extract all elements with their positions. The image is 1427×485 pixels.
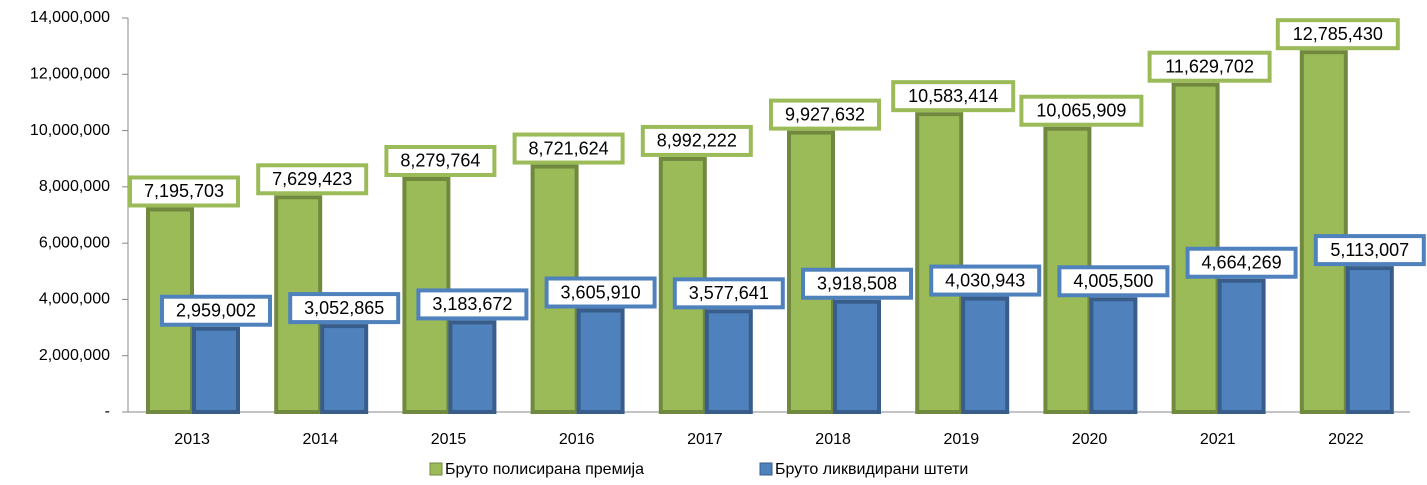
data-label: 3,577,641 [689,283,769,303]
legend-label: Бруто ликвидирани штети [775,461,968,478]
label-box [384,144,497,177]
bar [915,112,964,414]
data-label: 8,721,624 [529,138,609,158]
y-tick-label: 10,000,000 [30,122,110,139]
data-label: 2,959,002 [176,300,256,320]
y-tick-label: 12,000,000 [30,66,110,83]
data-label: 4,030,943 [945,270,1025,290]
x-tick-label: 2022 [1328,431,1364,448]
label-box [160,294,272,327]
data-label: 5,113,007 [1330,240,1409,260]
data-label: 3,605,910 [561,282,641,302]
label-box [288,292,401,325]
data-label: 4,005,500 [1073,271,1153,291]
data-label: 8,279,764 [400,151,480,171]
legend-swatch [429,462,443,476]
label-box [672,277,785,310]
y-tick-label: 6,000,000 [39,234,110,251]
label-box [1019,94,1144,127]
bar [833,299,881,414]
label-box [1057,265,1170,298]
label-box [1147,50,1272,83]
legend-label: Бруто полисирана премија [445,461,644,478]
x-tick-label: 2017 [687,431,723,448]
bar [704,309,753,415]
label-box [128,175,240,208]
label-box [1275,18,1400,51]
bar [961,296,1010,414]
bar [1217,278,1266,414]
x-tick-label: 2014 [303,431,339,448]
label-box [416,288,529,321]
bar [1345,266,1394,414]
y-tick-label: 4,000,000 [39,291,110,308]
label-box [1313,234,1426,267]
x-tick-label: 2016 [559,431,595,448]
bar [192,326,240,414]
y-tick-label: 2,000,000 [39,347,110,364]
label-box [544,276,657,309]
bar [1089,297,1138,414]
y-tick-label: 8,000,000 [39,178,110,195]
label-box [929,264,1042,297]
x-tick-label: 2015 [431,431,467,448]
data-label: 12,785,430 [1293,24,1383,44]
label-box [801,267,913,300]
data-label: 4,664,269 [1202,252,1282,272]
label-box [891,80,1016,113]
y-tick-label: 14,000,000 [30,9,110,26]
label-box [256,163,369,196]
data-label: 3,052,865 [304,298,384,318]
bar [448,320,497,414]
label-box [769,98,881,131]
label-box [640,124,753,157]
data-label: 3,918,508 [817,273,897,293]
bar [320,324,369,414]
bar [1299,50,1348,415]
data-label: 7,195,703 [144,181,224,201]
label-box [1185,246,1298,279]
y-tick-label: - [105,403,110,420]
data-label: 10,583,414 [908,86,998,106]
data-label: 11,629,702 [1165,56,1254,76]
data-label: 3,183,672 [432,294,512,314]
x-tick-label: 2020 [1072,431,1108,448]
data-label: 8,992,222 [657,131,737,151]
data-label: 9,927,632 [785,104,865,124]
data-label: 7,629,423 [272,169,352,189]
x-tick-label: 2018 [815,431,851,448]
legend-swatch [759,462,773,476]
bar [576,308,625,414]
data-label: 10,065,909 [1036,100,1126,120]
label-box [512,132,625,165]
x-tick-label: 2021 [1200,431,1236,448]
x-tick-label: 2019 [944,431,980,448]
x-tick-label: 2013 [174,431,210,448]
